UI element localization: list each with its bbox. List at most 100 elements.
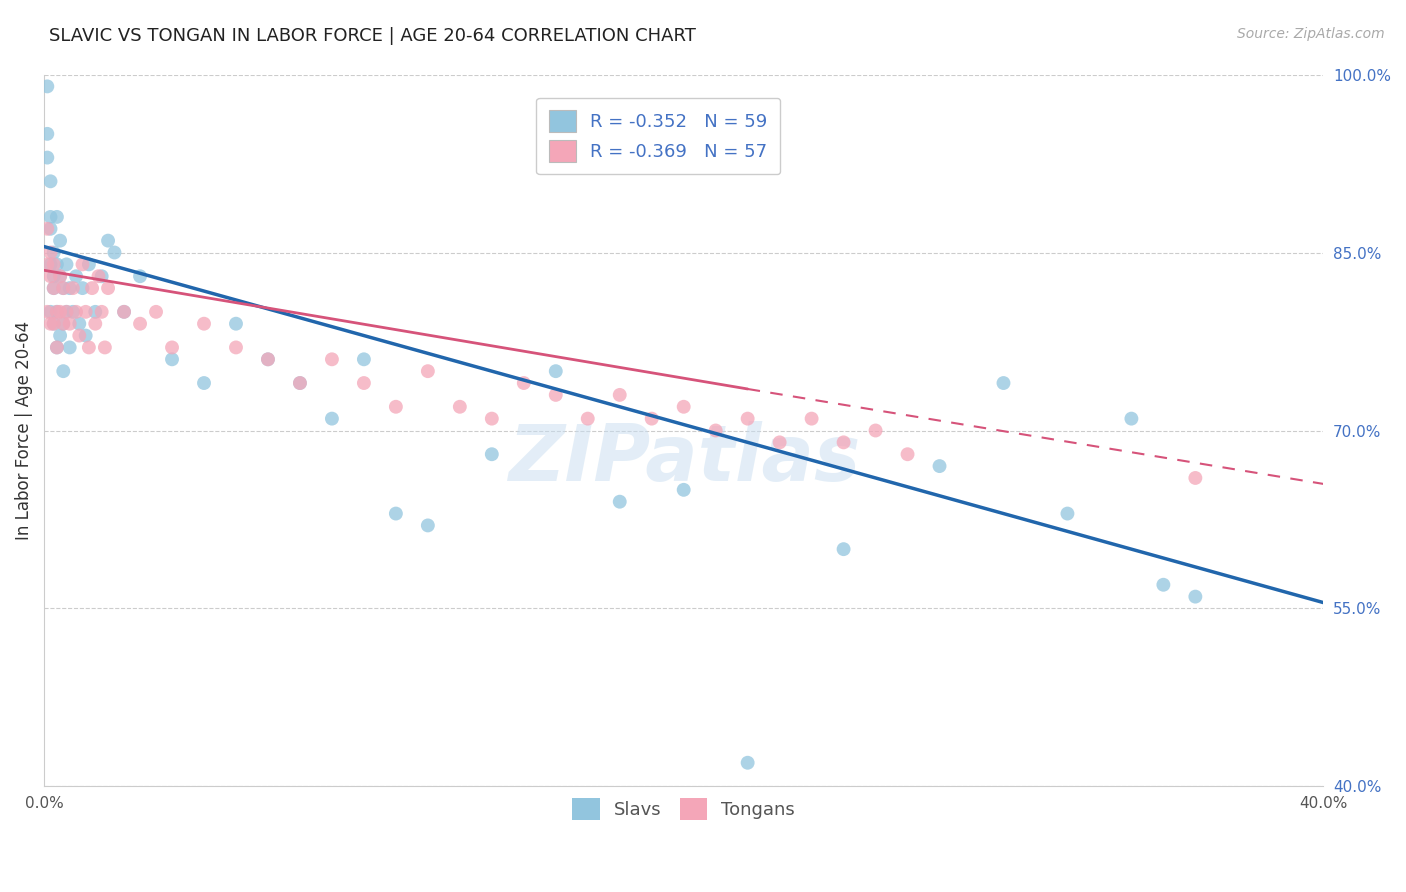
Point [1056,507,1078,521]
Point [42,269,65,284]
Point [416,518,439,533]
Point [62,281,84,295]
Point [62,305,84,319]
Point [45,305,67,319]
Point [90,305,112,319]
Point [45,341,67,355]
Point [865,424,887,438]
Point [704,424,727,438]
Point [65,305,87,319]
Point [896,447,918,461]
Point [90,269,112,284]
Point [39,245,62,260]
Point [39,305,62,319]
Point [129,269,152,284]
Point [87,269,110,284]
Point [75,328,97,343]
Point [353,352,375,367]
Point [672,400,695,414]
Point [75,305,97,319]
Point [52,317,75,331]
Text: Source: ZipAtlas.com: Source: ZipAtlas.com [1237,27,1385,41]
Point [39,210,62,224]
Point [49,234,72,248]
Point [112,305,135,319]
Point [39,221,62,235]
Point [59,341,82,355]
Point [55,305,77,319]
Point [37,305,59,319]
Point [257,352,280,367]
Point [39,269,62,284]
Point [72,281,94,295]
Point [97,234,120,248]
Point [832,542,855,557]
Point [1184,471,1206,485]
Point [321,411,343,425]
Point [225,341,247,355]
Point [193,317,215,331]
Point [385,507,408,521]
Point [1184,590,1206,604]
Point [769,435,792,450]
Point [49,269,72,284]
Point [353,376,375,390]
Point [1152,578,1174,592]
Point [449,400,471,414]
Point [513,376,536,390]
Point [481,411,503,425]
Point [55,305,77,319]
Point [416,364,439,378]
Point [993,376,1015,390]
Point [481,447,503,461]
Text: SLAVIC VS TONGAN IN LABOR FORCE | AGE 20-64 CORRELATION CHART: SLAVIC VS TONGAN IN LABOR FORCE | AGE 20… [49,27,696,45]
Y-axis label: In Labor Force | Age 20-64: In Labor Force | Age 20-64 [15,321,32,540]
Point [37,257,59,271]
Point [737,756,759,770]
Point [576,411,599,425]
Point [39,257,62,271]
Point [67,317,90,331]
Point [288,376,311,390]
Point [160,352,183,367]
Point [37,79,59,94]
Point [65,269,87,284]
Point [42,281,65,295]
Point [193,376,215,390]
Point [928,459,950,474]
Point [39,317,62,331]
Point [52,281,75,295]
Point [52,364,75,378]
Point [84,317,107,331]
Point [257,352,280,367]
Point [67,328,90,343]
Point [288,376,311,390]
Point [59,317,82,331]
Point [42,257,65,271]
Point [1121,411,1143,425]
Point [42,245,65,260]
Point [49,328,72,343]
Point [160,341,183,355]
Point [42,281,65,295]
Point [609,494,631,508]
Point [45,341,67,355]
Text: ZIPatlas: ZIPatlas [508,421,860,497]
Point [97,281,120,295]
Point [385,400,408,414]
Point [80,281,103,295]
Point [832,435,855,450]
Point [544,388,567,402]
Point [45,210,67,224]
Point [52,317,75,331]
Point [225,317,247,331]
Point [45,257,67,271]
Point [72,257,94,271]
Point [544,364,567,378]
Point [39,174,62,188]
Point [77,341,100,355]
Point [112,305,135,319]
Point [609,388,631,402]
Legend: Slavs, Tongans: Slavs, Tongans [558,783,810,834]
Point [45,305,67,319]
